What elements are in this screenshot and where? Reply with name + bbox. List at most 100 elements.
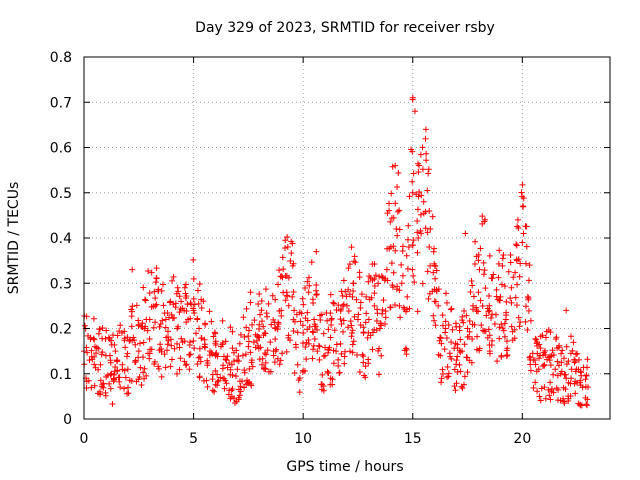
data-point: [249, 321, 256, 328]
data-point: [393, 225, 400, 232]
data-point: [309, 328, 316, 335]
data-point: [167, 363, 174, 370]
data-point: [196, 374, 203, 381]
data-point: [379, 310, 386, 317]
data-point: [438, 379, 445, 386]
data-point: [568, 375, 575, 382]
data-point: [351, 258, 358, 265]
data-point: [337, 316, 344, 323]
data-point: [131, 337, 138, 344]
data-point: [416, 189, 423, 196]
data-point: [522, 318, 529, 325]
data-point: [355, 311, 362, 318]
y-tick-label: 0.3: [50, 276, 72, 292]
data-point: [106, 380, 113, 387]
data-point: [294, 361, 301, 368]
data-point: [351, 253, 358, 260]
data-point: [417, 211, 424, 218]
data-point: [486, 252, 493, 259]
data-point: [432, 322, 439, 329]
data-point: [396, 302, 403, 309]
data-point: [539, 332, 546, 339]
data-point: [324, 349, 331, 356]
data-point: [308, 259, 315, 266]
data-point: [288, 250, 295, 257]
data-point: [97, 377, 104, 384]
data-point: [169, 277, 176, 284]
data-point: [481, 267, 488, 274]
data-point: [373, 327, 380, 334]
data-point: [425, 295, 432, 302]
data-point: [459, 348, 466, 355]
data-point: [341, 360, 348, 367]
data-point: [513, 241, 520, 248]
data-point: [545, 386, 552, 393]
data-point: [439, 312, 446, 319]
data-point: [522, 303, 529, 310]
data-point: [369, 346, 376, 353]
data-point: [534, 388, 541, 395]
data-point: [503, 312, 510, 319]
data-point: [275, 281, 282, 288]
data-point: [171, 314, 178, 321]
data-point: [200, 298, 207, 305]
data-point: [160, 281, 167, 288]
data-point: [414, 229, 421, 236]
data-point: [247, 299, 254, 306]
data-point: [429, 213, 436, 220]
data-point: [324, 368, 331, 375]
data-point: [390, 243, 397, 250]
data-point: [532, 379, 539, 386]
data-point: [369, 277, 376, 284]
data-point: [570, 339, 577, 346]
data-point: [208, 318, 215, 325]
data-point: [371, 260, 378, 267]
data-point: [349, 341, 356, 348]
data-point: [279, 254, 286, 261]
data-point: [582, 394, 589, 401]
x-tick-label: 5: [189, 431, 198, 447]
data-point: [351, 313, 358, 320]
data-point: [246, 378, 253, 385]
data-point: [399, 243, 406, 250]
data-point: [198, 335, 205, 342]
data-point: [241, 333, 248, 340]
data-point: [549, 347, 556, 354]
data-point: [230, 349, 237, 356]
data-point: [333, 307, 340, 314]
data-point: [190, 275, 197, 282]
data-point: [197, 358, 204, 365]
data-point: [568, 333, 575, 340]
data-point: [530, 384, 537, 391]
data-point: [278, 312, 285, 319]
data-point: [158, 287, 165, 294]
data-point: [548, 388, 555, 395]
data-point: [444, 364, 451, 371]
data-point: [95, 330, 102, 337]
data-point: [142, 297, 149, 304]
data-point: [527, 367, 534, 374]
data-point: [525, 296, 532, 303]
data-point: [402, 308, 409, 315]
data-point: [204, 357, 211, 364]
data-point: [212, 367, 219, 374]
data-point: [282, 297, 289, 304]
data-point: [330, 360, 337, 367]
data-point: [443, 299, 450, 306]
data-point: [114, 357, 121, 364]
data-point: [222, 377, 229, 384]
data-point: [538, 385, 545, 392]
data-point: [537, 345, 544, 352]
data-point: [262, 330, 269, 337]
data-point: [518, 189, 525, 196]
data-point: [532, 361, 539, 368]
data-point: [258, 361, 265, 368]
data-point: [540, 363, 547, 370]
data-point: [275, 320, 282, 327]
data-point: [114, 367, 121, 374]
data-point: [415, 235, 422, 241]
peak-point: [409, 94, 416, 101]
data-point: [376, 325, 383, 332]
data-point: [547, 362, 554, 369]
data-point: [140, 369, 147, 376]
